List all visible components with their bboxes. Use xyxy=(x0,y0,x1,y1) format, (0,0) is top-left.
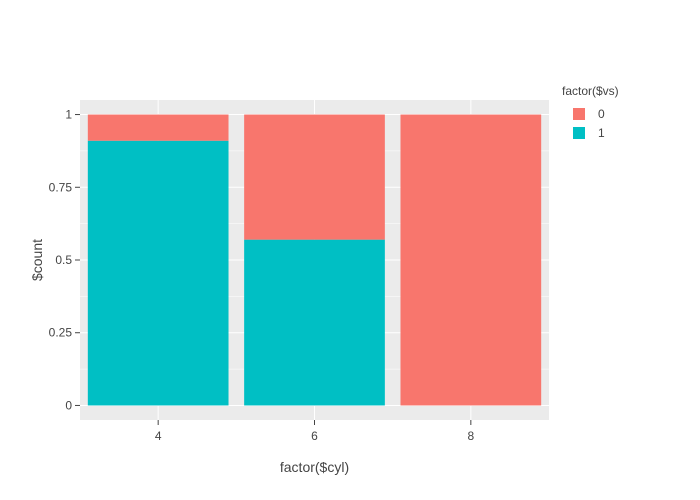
legend-label-0[interactable]: 0 xyxy=(598,107,605,121)
x-axis-title: factor($cyl) xyxy=(280,459,349,475)
y-tick-label: 1 xyxy=(65,108,72,122)
legend-label-1[interactable]: 1 xyxy=(598,126,605,140)
x-tick-label: 8 xyxy=(467,429,474,443)
x-tick-label: 4 xyxy=(155,429,162,443)
bar-cyl-4-vs-0 xyxy=(87,114,229,141)
legend: factor($vs) 0 1 xyxy=(562,84,619,140)
bars xyxy=(87,114,542,406)
y-tick-label: 0.75 xyxy=(49,180,73,194)
bar-cyl-6-vs-0 xyxy=(244,114,385,240)
y-tick-label: 0 xyxy=(65,398,72,412)
bar-cyl-8-vs-0 xyxy=(400,114,542,406)
x-axis: 4 6 8 xyxy=(155,420,474,443)
y-axis-title: $count xyxy=(29,239,45,281)
legend-swatch-0[interactable] xyxy=(573,108,585,120)
bar-cyl-6-vs-1 xyxy=(244,239,385,406)
legend-title: factor($vs) xyxy=(562,84,619,98)
x-tick-label: 6 xyxy=(311,429,318,443)
y-tick-label: 0.25 xyxy=(49,326,73,340)
y-axis: 0 0.25 0.5 0.75 1 xyxy=(49,108,80,412)
bar-cyl-4-vs-1 xyxy=(87,140,229,406)
legend-swatch-1[interactable] xyxy=(573,127,585,139)
y-tick-label: 0.5 xyxy=(55,253,72,267)
